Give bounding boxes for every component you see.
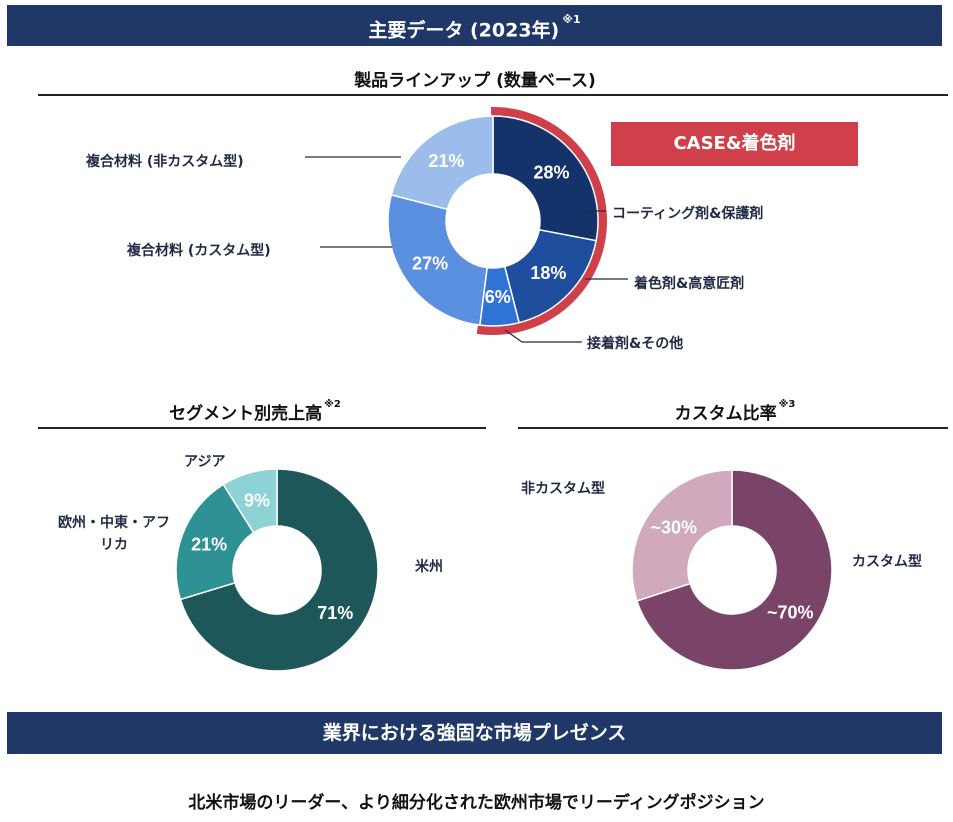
- pie0-slice-3: [387, 193, 488, 327]
- pie0-value-label-1: 18%: [530, 263, 566, 283]
- product-lineup-title: 製品ラインアップ (数量ベース): [354, 71, 596, 91]
- pie2-value-label-0: ~70%: [767, 602, 814, 622]
- pie0-slice-4: [390, 115, 494, 211]
- pie0-value-label-2: 6%: [485, 287, 511, 307]
- pie2-slice-1: [631, 469, 733, 602]
- pie2-value-label-1: ~30%: [650, 518, 697, 538]
- segment-sales-title: セグメント別売上高 ※2: [169, 399, 341, 424]
- custom-ratio-title: カスタム比率 ※3: [674, 399, 796, 424]
- label-adhesive: 接着剤&その他: [587, 336, 684, 352]
- market-presence-banner: 業界における強固な市場プレゼンス: [7, 712, 942, 754]
- custom-ratio-donut: ~70% ~30%: [631, 469, 833, 671]
- pie1-value-label-1: 21%: [191, 535, 227, 555]
- pie1-slice-1: [175, 483, 255, 601]
- label-americas: 米州: [415, 559, 443, 575]
- key-data-note: ※1: [562, 13, 581, 26]
- pie0-value-label-4: 21%: [428, 151, 464, 171]
- label-composite-custom: 複合材料 (カスタム型): [127, 243, 271, 259]
- pie0-value-label-3: 27%: [412, 254, 448, 274]
- leader-lines: [305, 156, 628, 343]
- key-data-banner: 主要データ (2023年) ※1: [7, 5, 942, 46]
- label-emea: 欧州・中東・アフリカ: [58, 515, 170, 553]
- pie1-slice-0: [179, 468, 379, 672]
- leader-adhesive: [504, 329, 582, 343]
- pie1-value-label-0: 71%: [317, 603, 353, 623]
- label-noncustom: 非カスタム型: [521, 481, 605, 497]
- segment-sales-rule: [38, 427, 486, 429]
- label-composite-noncustom: 複合材料 (非カスタム型): [86, 154, 244, 170]
- pie0-value-label-0: 28%: [534, 163, 570, 183]
- segment-sales-donut: 71% 21% 9%: [175, 468, 379, 672]
- label-colorant: 着色剤&高意匠剤: [634, 276, 745, 292]
- pie0-slice-0: [492, 115, 599, 242]
- case-colorant-label: CASE&着色剤: [611, 122, 858, 166]
- label-custom: カスタム型: [852, 554, 922, 570]
- label-asia: アジア: [184, 454, 226, 470]
- tagline: 北米市場のリーダー、より細分化された欧州市場でリーディングポジション: [188, 793, 765, 813]
- pie1-slice-2: [222, 468, 278, 534]
- custom-ratio-rule: [518, 427, 948, 429]
- key-data-title: 主要データ (2023年): [368, 19, 560, 42]
- label-coating: コーティング剤&保護剤: [612, 206, 764, 222]
- pie2-slice-0: [635, 469, 833, 671]
- product-lineup-donut: 28% 18% 6% 27% 21%: [387, 107, 607, 336]
- pie1-value-label-2: 9%: [244, 490, 270, 510]
- product-lineup-rule: [38, 94, 948, 96]
